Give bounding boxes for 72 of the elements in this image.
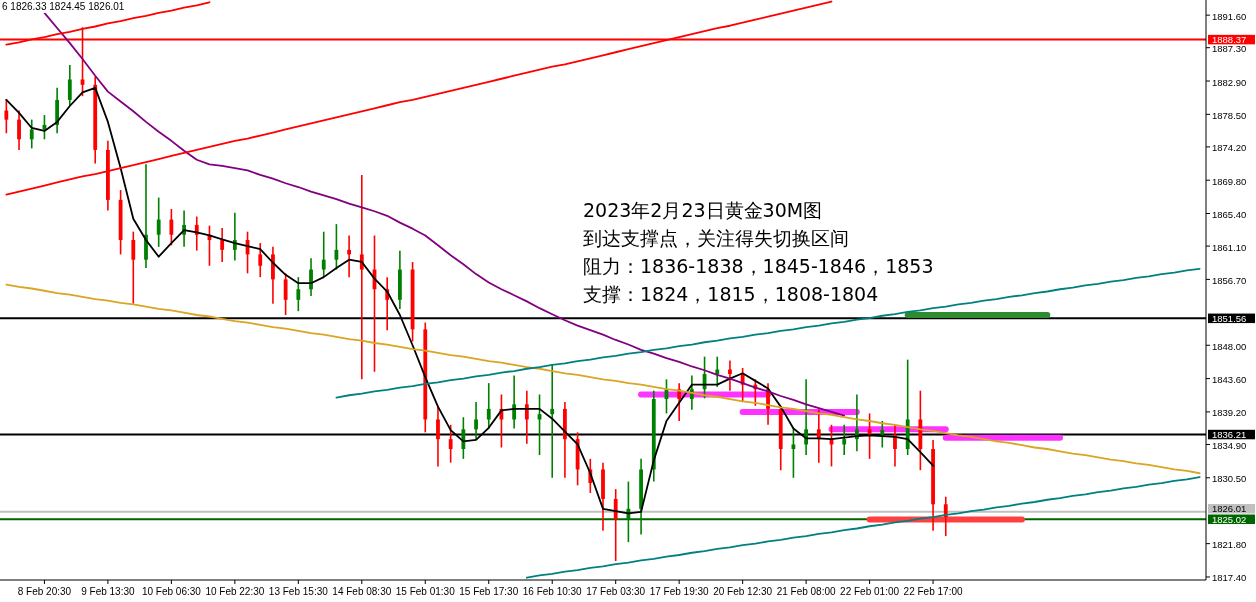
candlestick bbox=[842, 423, 847, 456]
candlestick bbox=[524, 389, 529, 445]
y-tick-label: 1874.20 bbox=[1212, 142, 1247, 154]
annotation: 支撑：1824，1815，1808-1804 bbox=[583, 283, 879, 305]
x-tick-label: 15 Feb 01:30 bbox=[395, 586, 456, 597]
ref-line-label: 1851.56 bbox=[1212, 312, 1247, 324]
candlestick bbox=[613, 488, 618, 562]
candlestick bbox=[220, 227, 225, 263]
candlestick bbox=[474, 401, 478, 441]
x-tick-label: 9 Feb 13:30 bbox=[81, 586, 136, 597]
candlestick bbox=[17, 109, 21, 151]
annotation: 到达支撑点，关注得失切换区间 bbox=[583, 227, 849, 249]
y-tick-label: 1856.70 bbox=[1212, 274, 1247, 286]
y-tick-label: 1865.40 bbox=[1212, 209, 1247, 221]
candlestick bbox=[728, 359, 732, 392]
candlestick bbox=[169, 208, 174, 247]
y-tick-label: 1887.30 bbox=[1212, 43, 1247, 55]
candlestick bbox=[461, 416, 466, 460]
candlestick bbox=[4, 98, 9, 135]
line-series bbox=[5, 283, 1201, 475]
candlestick bbox=[880, 420, 885, 449]
candlestick bbox=[29, 118, 34, 150]
x-tick-label: 22 Feb 17:00 bbox=[903, 586, 963, 597]
x-tick-label: 13 Feb 15:30 bbox=[268, 586, 329, 597]
x-tick-label: 8 Feb 20:30 bbox=[17, 586, 72, 597]
candlestick bbox=[359, 174, 364, 381]
annotation: 阻力：1836-1838，1845-1846，1853 bbox=[583, 255, 934, 277]
x-tick-label: 17 Feb 19:30 bbox=[649, 586, 710, 597]
candlestick bbox=[258, 242, 263, 278]
y-tick-label: 1861.10 bbox=[1212, 241, 1247, 253]
y-tick-label: 1869.80 bbox=[1212, 175, 1247, 187]
candlestick bbox=[67, 64, 72, 107]
y-tick-label: 1839.20 bbox=[1212, 407, 1247, 419]
y-tick-label: 1843.60 bbox=[1212, 374, 1247, 386]
candlestick bbox=[512, 374, 517, 430]
candlestick bbox=[321, 230, 326, 278]
annotation: 6 1826.33 1824.45 1826.01 bbox=[2, 1, 125, 12]
x-tick-label: 20 Feb 12:30 bbox=[713, 586, 773, 597]
ref-line-label: 1826.01 bbox=[1212, 503, 1247, 515]
y-tick-label: 1878.50 bbox=[1212, 109, 1247, 121]
ref-line-label: 1888.37 bbox=[1212, 34, 1247, 45]
line-series bbox=[525, 476, 1201, 579]
x-tick-label: 16 Feb 10:30 bbox=[522, 586, 583, 597]
x-tick-label: 15 Feb 17:30 bbox=[459, 586, 519, 597]
candlestick bbox=[816, 408, 821, 464]
x-tick-label: 22 Feb 01:00 bbox=[840, 586, 900, 597]
candlestick bbox=[486, 382, 491, 430]
x-tick-label: 14 Feb 08:30 bbox=[332, 586, 392, 597]
candlestick bbox=[436, 405, 440, 468]
y-tick-label: 1817.40 bbox=[1212, 572, 1247, 584]
x-tick-label: 17 Feb 03:30 bbox=[586, 586, 646, 597]
annotation: 2023年2月23日黄金30M图 bbox=[583, 199, 823, 221]
candlestick bbox=[804, 378, 809, 456]
candlestick bbox=[309, 257, 313, 297]
candlestick bbox=[131, 230, 136, 305]
y-tick-label: 1821.80 bbox=[1212, 539, 1247, 551]
y-tick-label: 1891.60 bbox=[1212, 10, 1247, 22]
y-tick-label: 1830.50 bbox=[1212, 473, 1247, 485]
candlestick bbox=[296, 276, 301, 312]
candlestick bbox=[550, 363, 555, 479]
x-tick-label: 21 Feb 08:00 bbox=[776, 586, 837, 597]
ref-line-label: 1836.21 bbox=[1212, 428, 1247, 440]
candlestick bbox=[943, 495, 948, 537]
candlestick bbox=[448, 423, 453, 464]
x-tick-label: 10 Feb 06:30 bbox=[141, 586, 202, 597]
x-tick-label: 10 Feb 22:30 bbox=[205, 586, 265, 597]
candlestick bbox=[347, 234, 352, 278]
y-tick-label: 1848.00 bbox=[1212, 340, 1247, 352]
y-tick-label: 1882.90 bbox=[1212, 76, 1247, 88]
ref-line-label: 1825.02 bbox=[1212, 513, 1247, 525]
y-tick-label: 1834.90 bbox=[1212, 439, 1247, 451]
candlestick bbox=[156, 196, 161, 248]
